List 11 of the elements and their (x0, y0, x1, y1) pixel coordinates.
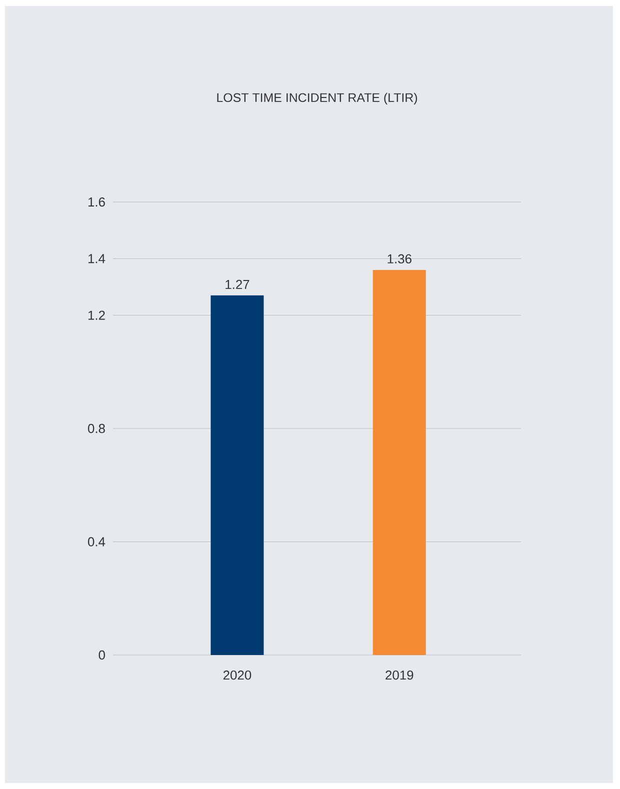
y-tick-label: 0 (98, 650, 105, 660)
x-tick-label: 2019 (386, 670, 414, 680)
chart-title: LOST TIME INCIDENT RATE (LTIR) (217, 92, 418, 104)
data-label: 1.27 (226, 280, 250, 289)
y-tick-label: 0.4 (88, 537, 106, 546)
y-tick-label: 1.2 (88, 310, 105, 320)
y-tick-label: 1.4 (88, 254, 106, 264)
data-label: 1.36 (388, 254, 412, 264)
y-tick-label: 1.6 (88, 197, 105, 207)
y-tick-label: 0.8 (88, 424, 105, 434)
x-tick-label: 2020 (223, 670, 252, 680)
